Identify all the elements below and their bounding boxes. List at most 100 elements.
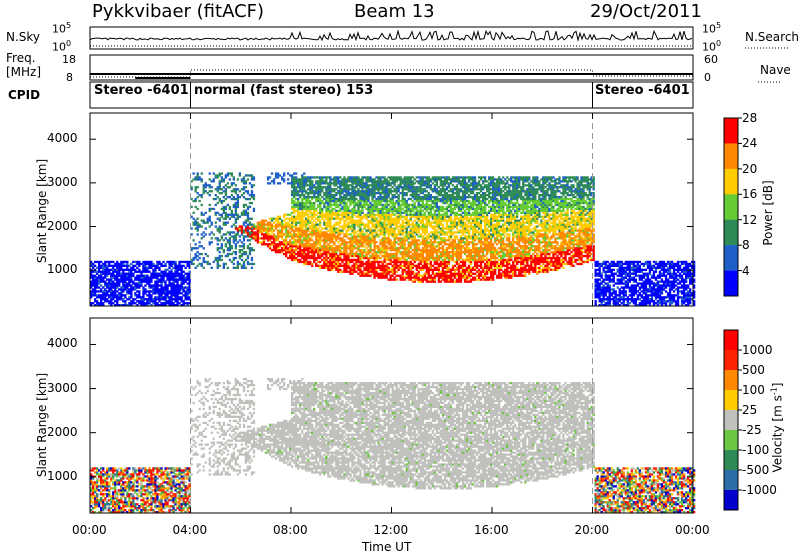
power-cell (426, 239, 428, 241)
power-cell (432, 225, 434, 227)
power-cell (444, 218, 446, 220)
power-cell (289, 251, 291, 253)
power-cell (181, 300, 183, 302)
power-cell (295, 206, 297, 208)
power-cell (420, 200, 422, 202)
power-cell (375, 202, 377, 204)
power-cell (450, 202, 452, 204)
power-cell (345, 178, 347, 180)
power-cell (100, 300, 102, 302)
power-cell (197, 227, 199, 229)
power-cell (327, 212, 329, 214)
power-cell (386, 237, 388, 239)
power-cell (293, 184, 295, 186)
power-cell (424, 196, 426, 198)
power-cell (406, 239, 408, 241)
power-cell (367, 222, 369, 224)
power-cell (400, 208, 402, 210)
power-cell (341, 196, 343, 198)
power-cell (400, 247, 402, 249)
power-cell (341, 259, 343, 261)
power-cell (432, 176, 434, 178)
power-cell (241, 188, 243, 190)
power-cell (309, 227, 311, 229)
power-cell (386, 190, 388, 192)
power-cell (122, 273, 124, 275)
power-cell (183, 275, 185, 277)
power-cell (434, 257, 436, 259)
power-cell (369, 229, 371, 231)
power-cell (438, 224, 440, 226)
power-cell (172, 279, 174, 281)
power-cell (347, 253, 349, 255)
power-cell (412, 229, 414, 231)
power-cell (327, 263, 329, 265)
power-cell (303, 202, 305, 204)
power-cell (235, 227, 237, 229)
power-cell (430, 188, 432, 190)
power-cell (193, 218, 195, 220)
power-cell (168, 261, 170, 263)
power-cell (375, 222, 377, 224)
power-cell (243, 204, 245, 206)
power-cell (178, 275, 180, 277)
power-cell (448, 200, 450, 202)
power-cell (168, 296, 170, 298)
power-cell (269, 222, 271, 224)
power-cell (394, 255, 396, 257)
power-cell (347, 206, 349, 208)
power-cell (424, 229, 426, 231)
power-cell (446, 202, 448, 204)
power-cell (325, 251, 327, 253)
power-cell (432, 208, 434, 210)
power-cell (418, 267, 420, 269)
power-cell (237, 261, 239, 263)
power-cell (422, 227, 424, 229)
power-cell (365, 261, 367, 263)
power-cell (170, 279, 172, 281)
power-cell (396, 227, 398, 229)
power-cell (247, 190, 249, 192)
power-cell (357, 222, 359, 224)
power-cell (98, 294, 100, 296)
power-cell (404, 225, 406, 227)
power-cell (402, 241, 404, 243)
power-cell (402, 202, 404, 204)
power-cell (418, 281, 420, 283)
power-cell (217, 263, 219, 265)
power-cell (231, 182, 233, 184)
power-cell (317, 235, 319, 237)
power-cell (243, 247, 245, 249)
power-cell (211, 222, 213, 224)
power-cell (402, 178, 404, 180)
power-cell (106, 269, 108, 271)
power-cell (335, 188, 337, 190)
power-cell (291, 206, 293, 208)
power-cell (315, 188, 317, 190)
power-cell (341, 184, 343, 186)
power-cell (321, 255, 323, 257)
power-cell (343, 241, 345, 243)
power-cell (357, 253, 359, 255)
power-cell (357, 176, 359, 178)
power-cell (160, 271, 162, 273)
power-cell (237, 214, 239, 216)
power-cell (305, 263, 307, 265)
power-cell (166, 300, 168, 302)
power-cell (309, 196, 311, 198)
power-cell (359, 227, 361, 229)
power-cell (359, 251, 361, 253)
power-cell (241, 194, 243, 196)
power-cell (221, 172, 223, 174)
power-cell (396, 235, 398, 237)
power-cell (400, 216, 402, 218)
power-cell (418, 253, 420, 255)
power-cell (355, 178, 357, 180)
power-cell (118, 294, 120, 296)
power-cell (448, 210, 450, 212)
power-cell (223, 239, 225, 241)
power-cell (339, 257, 341, 259)
power-cell (321, 247, 323, 249)
power-cell (361, 224, 363, 226)
power-cell (243, 186, 245, 188)
